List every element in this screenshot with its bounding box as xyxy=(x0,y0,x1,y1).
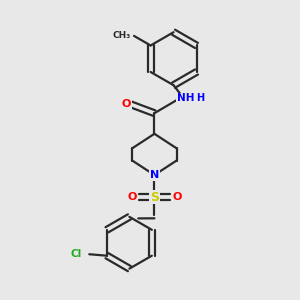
Text: O: O xyxy=(122,99,131,110)
Text: Cl: Cl xyxy=(71,249,82,259)
Text: N: N xyxy=(150,170,159,180)
Text: O: O xyxy=(172,192,182,202)
Text: O: O xyxy=(127,192,136,202)
Text: H: H xyxy=(196,94,204,103)
Text: S: S xyxy=(150,190,159,204)
Text: CH₃: CH₃ xyxy=(113,32,131,40)
Text: NH: NH xyxy=(177,94,194,103)
